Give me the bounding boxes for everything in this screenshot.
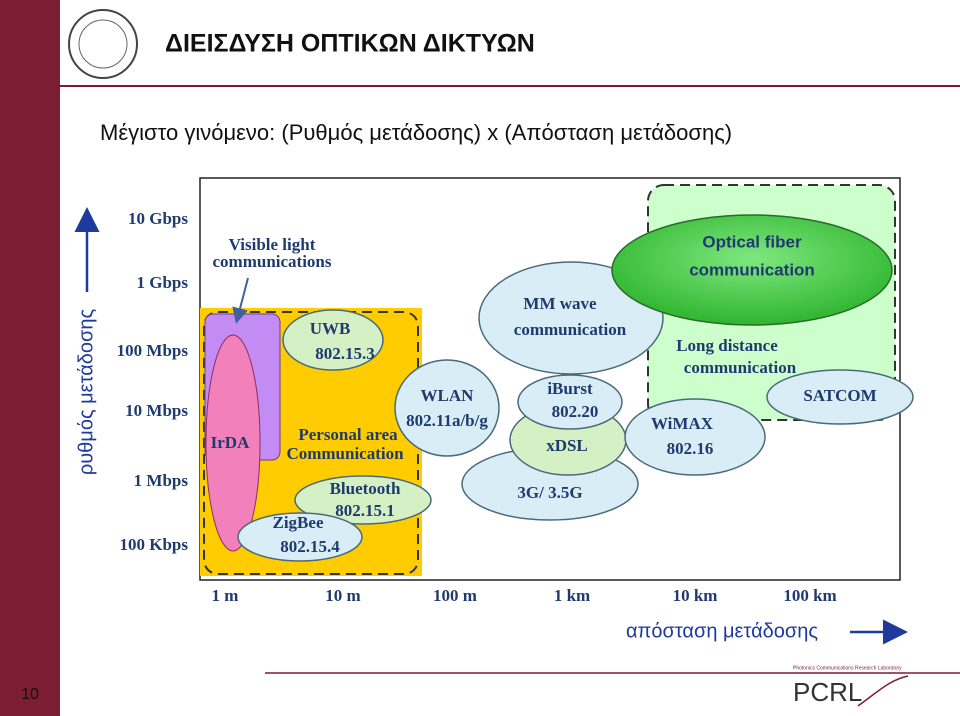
page-number: 10: [21, 686, 39, 703]
rate-label: 100 Mbps: [117, 341, 189, 360]
region-label: Personal area: [298, 425, 398, 444]
region-label: 3G/ 3.5G: [517, 483, 582, 502]
header: [60, 0, 960, 88]
distance-label: 100 km: [783, 586, 836, 605]
region-label: communications: [213, 252, 332, 271]
rate-label: 1 Mbps: [134, 471, 189, 490]
region-label: 802.11a/b/g: [406, 411, 488, 430]
region-label: Long distance: [676, 336, 778, 355]
region-label: Bluetooth: [330, 479, 401, 498]
university-logo-inner: [78, 19, 128, 69]
region-label: 802.15.3: [315, 344, 375, 363]
region-label: WiMAX: [651, 414, 714, 433]
zigbee-region: [237, 512, 363, 562]
region-label: IrDA: [211, 433, 250, 452]
bluetooth-region: [294, 475, 432, 525]
distance-label: 1 m: [212, 586, 239, 605]
region-label: SATCOM: [803, 386, 876, 405]
distance-label: 10 km: [673, 586, 718, 605]
title: ΔΙΕΙΣΔΥΣΗ ΟΠΤΙΚΩΝ ΔΙΚΤΥΩΝ: [165, 30, 535, 58]
region-label: UWB: [310, 319, 351, 338]
region-label: Visible light: [229, 235, 316, 254]
logo-caption: Photonics Communications Research Labora…: [793, 665, 902, 671]
rate-label: 10 Gbps: [128, 209, 188, 228]
region-label: WLAN: [421, 386, 475, 405]
region-label: communication: [689, 260, 815, 279]
iburst-region: [517, 374, 623, 430]
region-label: MM wave: [523, 294, 597, 313]
region-label: Optical fiber: [702, 232, 802, 251]
uwb-region: [282, 309, 384, 371]
distance-label: 10 m: [325, 586, 360, 605]
region-label: 802.15.1: [335, 501, 395, 520]
region-label: Communication: [286, 444, 404, 463]
logo-text: PCRL: [793, 677, 862, 707]
region-label: 802.16: [667, 439, 714, 458]
rate-label: 1 Gbps: [137, 273, 189, 292]
region-label: iBurst: [547, 379, 593, 398]
rate-label: 100 Kbps: [120, 535, 189, 554]
irda-region: [205, 334, 261, 552]
region-labels: Visible light communications IrDA Person…: [211, 232, 877, 555]
satcom-region: [766, 369, 914, 425]
subtitle: Μέγιστο γινόμενο: (Ρυθμός μετάδοσης) x (…: [100, 120, 732, 145]
distance-label: 100 m: [433, 586, 477, 605]
side-bar: [0, 0, 60, 716]
logo-swoosh: [857, 675, 909, 707]
rate-labels: 10 Gbps 1 Gbps 100 Mbps 10 Mbps 1 Mbps 1…: [117, 209, 189, 554]
wimax-region: [624, 398, 766, 476]
distance-axis-title: απόσταση μετάδοσης: [626, 620, 818, 642]
distance-labels: 1 m 10 m 100 m 1 km 10 km 100 km: [212, 586, 837, 605]
region-label: ZigBee: [273, 513, 324, 532]
rate-label: 10 Mbps: [125, 401, 188, 420]
rate-axis-title: ρυθμός μετάδοσης: [75, 309, 97, 476]
visible-light-arrow: [232, 277, 249, 324]
region-label: xDSL: [546, 436, 588, 455]
region-label: 802.15.4: [280, 537, 340, 556]
mm-wave-region: [478, 261, 664, 375]
optical-fiber-region: [611, 214, 893, 326]
wlan-region: [394, 359, 500, 457]
region-label: communication: [514, 320, 627, 339]
region-label: communication: [684, 358, 797, 377]
region-label: 802.20: [552, 402, 599, 421]
distance-label: 1 km: [554, 586, 590, 605]
